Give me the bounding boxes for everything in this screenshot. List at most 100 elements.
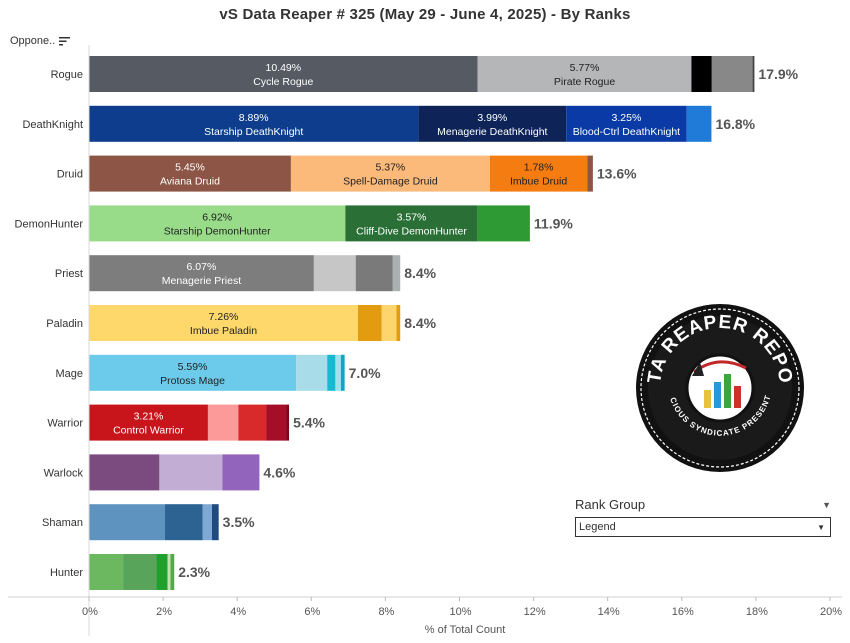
- row-total-label: 8.4%: [404, 315, 436, 331]
- x-axis: 0% 2% 4% 6% 8% 10% 12% 14% 16% 18% 20% % of Total C…: [8, 45, 842, 636]
- segment-archetype-label: Aviana Druid: [160, 176, 220, 188]
- x-tick-label: 2%: [156, 606, 172, 618]
- bar-segment[interactable]: [238, 404, 267, 441]
- bar-segment[interactable]: [711, 56, 753, 92]
- bar-segment[interactable]: [266, 404, 287, 441]
- segment-percent-label: 5.45%: [175, 162, 205, 174]
- row-total-label: 3.5%: [223, 514, 255, 530]
- bar-segment[interactable]: [396, 305, 401, 341]
- sort-descending-icon[interactable]: [59, 36, 71, 46]
- row-total-label: 16.8%: [715, 116, 755, 132]
- bar-segment[interactable]: [691, 56, 712, 92]
- bar-segment[interactable]: [392, 255, 401, 292]
- bar-segment[interactable]: [159, 454, 223, 491]
- row-total-label: 17.9%: [758, 66, 798, 82]
- segment-percent-label: 8.89%: [239, 112, 269, 124]
- x-axis-title: % of Total Count: [425, 624, 506, 636]
- opponent-header-label: Oppone..: [10, 35, 56, 47]
- segment-percent-label: 6.92%: [202, 211, 232, 223]
- bar-segment[interactable]: [89, 354, 297, 391]
- segment-archetype-label: Menagerie DeathKnight: [437, 126, 547, 138]
- bar-segment[interactable]: [327, 354, 336, 391]
- bar-segment[interactable]: [340, 354, 345, 391]
- row-total-label: 8.4%: [404, 265, 436, 281]
- segment-archetype-label: Spell-Damage Druid: [343, 176, 438, 188]
- bar-segment[interactable]: [296, 354, 328, 391]
- row-label: DemonHunter: [15, 218, 84, 230]
- bar-segment[interactable]: [207, 404, 239, 441]
- bars-layer: Rogue 10.49% Cycle Rogue 5.77% Pirate Rogue 1…: [15, 56, 799, 590]
- segment-archetype-label: Protoss Mage: [160, 375, 225, 387]
- bar-segment[interactable]: [167, 554, 171, 590]
- segment-percent-label: 5.37%: [376, 162, 406, 174]
- x-tick-label: 12%: [524, 606, 546, 618]
- bar-segment[interactable]: [89, 255, 314, 292]
- bar-segment[interactable]: [313, 255, 356, 292]
- row-label: Druid: [57, 169, 83, 181]
- bar-segment[interactable]: [345, 205, 478, 242]
- bar-segment[interactable]: [89, 155, 291, 192]
- bar-segment[interactable]: [477, 205, 530, 242]
- x-tick-label: 20%: [820, 606, 842, 618]
- bar-segment[interactable]: [357, 305, 382, 341]
- row-total-label: 13.6%: [597, 166, 637, 182]
- chevron-down-icon: ▼: [817, 522, 825, 532]
- segment-archetype-label: Cliff-Dive DemonHunter: [356, 225, 467, 237]
- row-label: DeathKnight: [22, 119, 83, 131]
- x-tick-label: 6%: [304, 606, 320, 618]
- segment-archetype-label: Blood-Ctrl DeathKnight: [573, 126, 680, 138]
- bar-segment[interactable]: [89, 404, 208, 441]
- bar-segment[interactable]: [355, 255, 393, 292]
- segment-archetype-label: Menagerie Priest: [162, 275, 241, 287]
- row-label: Warlock: [44, 467, 84, 479]
- bar-segment[interactable]: [381, 305, 397, 341]
- segment-archetype-label: Starship DemonHunter: [164, 225, 271, 237]
- bar-segment[interactable]: [752, 56, 755, 92]
- bar-segment[interactable]: [222, 454, 260, 491]
- segment-percent-label: 10.49%: [266, 62, 302, 74]
- x-tick-label: 0%: [82, 606, 98, 618]
- bar-segment[interactable]: [170, 554, 175, 590]
- rank-group-select[interactable]: Legend ▼: [575, 517, 831, 537]
- bar-segment[interactable]: [286, 404, 290, 441]
- bar-segment[interactable]: [335, 354, 341, 391]
- rank-group-title: Rank Group: [575, 497, 646, 512]
- bar-segment[interactable]: [418, 105, 567, 142]
- bar-segment[interactable]: [89, 56, 478, 92]
- chevron-down-icon[interactable]: ▼: [822, 499, 831, 510]
- row-label: Rogue: [51, 69, 83, 81]
- data-reaper-logo: DATA REAPER REPORT VICIOUS SYNDICATE PRE…: [634, 302, 804, 472]
- row-total-label: 7.0%: [349, 365, 381, 381]
- bar-segment[interactable]: [156, 554, 168, 590]
- bar-segment[interactable]: [164, 504, 203, 541]
- bar-segment[interactable]: [123, 554, 157, 590]
- segment-percent-label: 3.99%: [477, 112, 507, 124]
- row-label: Warrior: [47, 418, 83, 430]
- segment-archetype-label: Control Warrior: [113, 425, 184, 437]
- x-tick-label: 4%: [230, 606, 246, 618]
- bar-segment[interactable]: [477, 56, 692, 92]
- bar-segment[interactable]: [89, 454, 160, 491]
- bar-segment[interactable]: [587, 155, 593, 192]
- segment-percent-label: 1.78%: [524, 162, 554, 174]
- bar-segment[interactable]: [686, 105, 712, 142]
- bar-segment[interactable]: [89, 504, 165, 541]
- opponent-column-header[interactable]: Oppone..: [10, 35, 71, 47]
- bar-segment[interactable]: [202, 504, 213, 541]
- segment-percent-label: 6.07%: [187, 261, 217, 273]
- bar-segment[interactable]: [89, 305, 358, 341]
- bar-segment[interactable]: [489, 155, 588, 192]
- row-total-label: 11.9%: [534, 215, 573, 231]
- bar-segment[interactable]: [89, 554, 124, 590]
- segment-percent-label: 3.21%: [134, 411, 164, 423]
- row-total-label: 2.3%: [178, 564, 210, 580]
- bar-segment[interactable]: [212, 504, 219, 541]
- x-tick-label: 18%: [746, 606, 768, 618]
- bar-segment[interactable]: [290, 155, 490, 192]
- bar-segment[interactable]: [89, 105, 419, 142]
- segment-percent-label: 3.25%: [612, 112, 642, 124]
- segment-archetype-label: Imbue Druid: [510, 176, 567, 188]
- bar-segment[interactable]: [89, 205, 346, 242]
- bar-segment[interactable]: [566, 105, 687, 142]
